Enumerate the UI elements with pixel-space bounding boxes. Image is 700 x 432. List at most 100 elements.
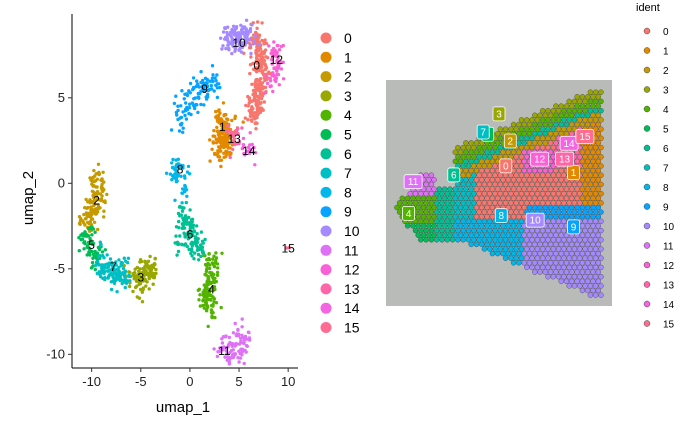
spatial-spot [547,269,554,275]
umap-point [180,89,184,93]
spatial-spot [492,191,498,197]
spatial-spot [593,255,599,261]
umap-point [175,179,179,183]
spatial-spot [542,186,548,192]
umap-point [134,279,139,283]
umap-point [174,94,178,98]
umap-point [127,273,131,277]
spatial-spot [484,204,490,211]
umap-point [251,111,255,116]
umap-point [219,123,224,128]
umap-point [214,109,218,114]
spatial-spot [444,237,450,243]
spatial-spot [585,214,591,220]
umap-point [176,104,180,108]
umap-point [215,262,220,266]
umap-point [203,76,208,81]
spatial-spot [595,131,601,137]
spatial-spot [547,232,554,238]
spatial-spot [471,191,477,197]
spatial-spot [598,283,604,289]
umap-point [181,130,185,134]
spatial-spot [479,167,485,174]
spatial-spot [476,227,482,234]
spatial-spot [497,144,503,151]
umap-point [214,83,218,88]
umap-point [174,158,178,162]
spatial-spot [468,177,474,183]
spatial-spot [558,241,564,248]
umap-point [206,261,210,266]
umap-point [217,158,222,162]
spatial-spot [452,158,458,165]
spatial-spot [468,167,474,174]
spatial-spot [444,218,450,224]
umap-point [126,256,131,260]
umap-point [221,132,225,136]
spatial-spot [457,232,464,238]
spatial-spot [532,204,538,211]
spatial-spot [463,167,469,174]
spatial-spot [513,172,519,178]
umap-point [82,221,86,225]
umap-point [226,43,230,47]
spatial-spot [420,223,427,229]
spatial-spot [505,223,511,229]
spatial-spot [587,154,594,160]
spatial-spot [457,158,464,165]
spatial-spot [510,186,517,192]
umap-point [174,234,178,238]
spatial-spot [590,94,596,100]
spatial-spot [587,283,594,289]
spatial-spot [550,246,556,252]
umap-point [204,284,209,288]
umap-point [205,293,209,298]
spatial-spot [585,287,591,294]
spatial-spot [481,144,488,151]
spatial-spot [534,144,541,151]
spatial-spot [553,250,559,257]
ident-legend-label: 14 [663,300,675,311]
spatial-spot [452,186,458,192]
spatial-spot [532,269,538,275]
spatial-spot [436,232,443,238]
spatial-spot [547,186,554,192]
spatial-spot [460,154,466,160]
umap-point [223,145,227,149]
spatial-spot [510,232,517,238]
umap-point [204,269,209,274]
spatial-spot [489,177,496,183]
spatial-spot [598,181,604,188]
spatial-spot [563,260,570,266]
spatial-spot [579,269,586,275]
spatial-spot [481,200,488,206]
spatial-spot [465,218,472,224]
umap-point [188,208,192,212]
spatial-spot [569,112,575,118]
spatial-spot [579,195,586,201]
spatial-spot [418,227,424,234]
spatial-spot [460,144,466,151]
spatial-spot [524,255,530,261]
spatial-spot [593,117,599,123]
spatial-spot [473,223,480,229]
umap-point [211,304,215,308]
spatial-spot [500,186,506,192]
spatial-spot [460,237,466,243]
umap-point [144,279,148,283]
spatial-spot [431,214,437,220]
umap-point [97,263,101,267]
umap-point [98,243,103,247]
umap-point [184,200,188,205]
umap-point [206,279,211,283]
spatial-spot [598,154,604,160]
spatial-spot [574,269,580,275]
spatial-spot [582,227,588,234]
spatial-spot [434,237,440,243]
spatial-spot [431,223,437,229]
ident-legend-swatch [643,125,651,132]
umap-point [88,237,92,241]
umap-point [101,199,106,204]
umap-point [199,70,203,74]
spatial-spot [545,237,551,243]
